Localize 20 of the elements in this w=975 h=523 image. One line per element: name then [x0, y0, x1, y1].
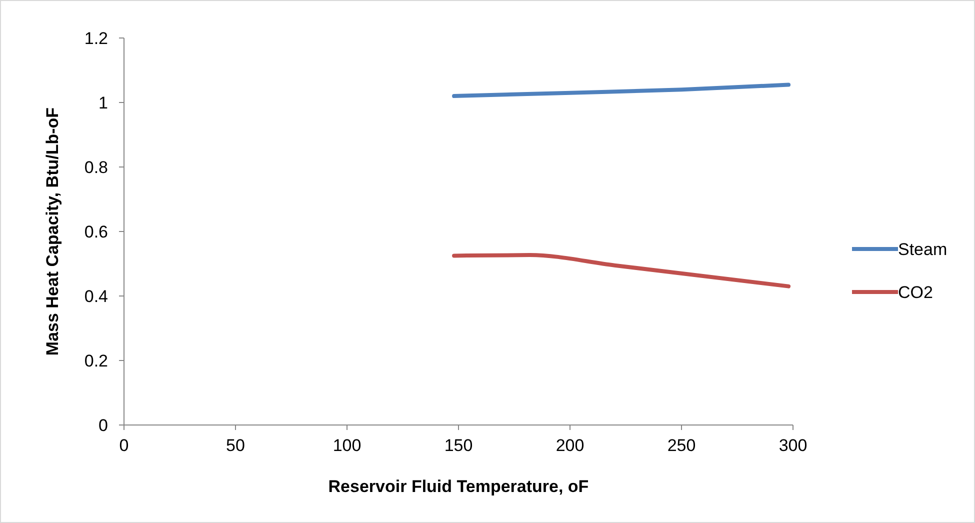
x-tick-label: 150	[444, 436, 473, 455]
legend-label: CO2	[898, 282, 933, 302]
line-series	[452, 82, 791, 98]
x-tick-label: 200	[556, 436, 584, 455]
y-tick-label: 0.8	[84, 158, 108, 177]
line-series	[452, 253, 791, 288]
x-tick-label: 100	[332, 436, 362, 455]
y-tick-label: 0.4	[84, 286, 108, 306]
y-tick-label: 0	[98, 416, 108, 435]
x-tick-label: 300	[778, 436, 808, 455]
legend-label: Steam	[898, 240, 948, 259]
x-tick-label: 50	[226, 436, 245, 455]
x-tick-label: 0	[119, 436, 129, 455]
x-axis-title: Reservoir Fluid Temperature, oF	[328, 477, 589, 496]
y-axis-title: Mass Heat Capacity, Btu/Lb-oF	[43, 107, 62, 356]
y-tick-label: 1	[98, 93, 108, 112]
y-tick-label: 0.6	[84, 222, 108, 242]
y-tick-label: 1.2	[84, 28, 108, 48]
y-tick-label: 0.2	[84, 351, 108, 370]
x-tick-label: 250	[667, 436, 696, 455]
